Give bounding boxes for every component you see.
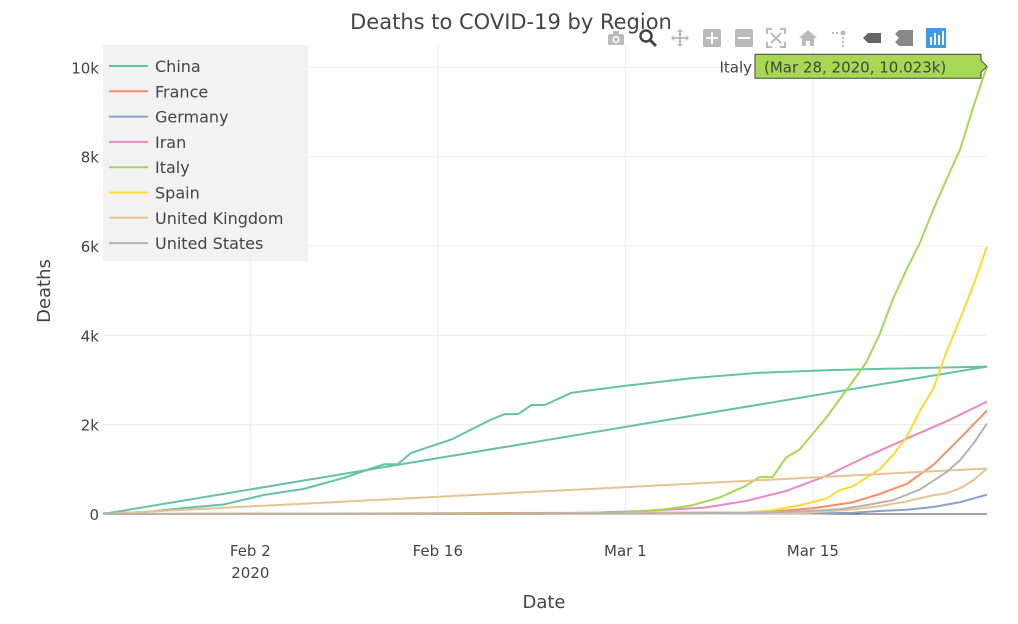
hover-compare-icon[interactable] [892, 26, 916, 50]
legend-item-spain[interactable]: Spain [109, 184, 200, 203]
zoom-out-icon[interactable] [732, 26, 756, 50]
legend-label: United States [155, 234, 263, 253]
y-tick-label: 4k [81, 327, 100, 345]
legend-label: United Kingdom [155, 209, 283, 228]
x-tick-label: Mar 1 [604, 542, 647, 560]
legend-item-united-states[interactable]: United States [109, 234, 263, 253]
series-line-united-kingdom [102, 467, 988, 515]
y-tick-label: 0 [89, 506, 99, 524]
series-line-china [102, 365, 988, 515]
hover-series-label: Italy [719, 58, 752, 76]
y-tick-label: 8k [81, 149, 100, 167]
legend-item-united-kingdom[interactable]: United Kingdom [109, 209, 283, 228]
hover-label-box [754, 53, 988, 79]
series-line-iran [102, 400, 988, 515]
legend[interactable]: China France Germany Iran Italy Spain United K… [103, 45, 308, 261]
hover-tooltip: Italy (Mar 28, 2020, 10.023k) [719, 53, 988, 79]
legend-label: China [155, 57, 201, 76]
y-tick-label: 2k [81, 417, 100, 435]
legend-label: Spain [155, 184, 200, 203]
y-axis-ticks: 0 2k 4k 6k 8k 10k [71, 59, 99, 524]
series-line-spain [102, 246, 988, 515]
x-axis-ticks: Feb 2 2020 Feb 16 Mar 1 Mar 15 [230, 542, 839, 582]
legend-item-china[interactable]: China [109, 57, 201, 76]
x-axis-title: Date [522, 592, 565, 613]
chart-title: Deaths to COVID-19 by Region [350, 10, 672, 34]
legend-item-iran[interactable]: Iran [109, 133, 186, 152]
legend-label: Germany [155, 108, 229, 127]
series-line-china [102, 365, 988, 515]
legend-label: France [155, 82, 208, 101]
autoscale-icon[interactable] [764, 26, 788, 50]
y-axis-title: Deaths [34, 259, 55, 323]
series-line-united-states [102, 422, 988, 515]
y-tick-label: 10k [71, 59, 99, 77]
camera-icon[interactable] [604, 26, 628, 50]
zoom-in-icon[interactable] [700, 26, 724, 50]
modebar [604, 26, 956, 50]
x-tick-year-label: 2020 [231, 564, 269, 582]
legend-background [103, 45, 308, 261]
hover-label-text: (Mar 28, 2020, 10.023k) [764, 58, 946, 76]
hover-closest-icon[interactable] [860, 26, 884, 50]
pan-icon[interactable] [668, 26, 692, 50]
legend-item-germany[interactable]: Germany [109, 108, 229, 127]
legend-item-france[interactable]: France [109, 82, 208, 101]
y-tick-label: 6k [81, 238, 100, 256]
series-line-united-kingdom [102, 467, 988, 515]
series-line-germany [102, 493, 988, 515]
zoom-icon[interactable] [636, 26, 660, 50]
x-tick-label: Feb 16 [413, 542, 463, 560]
plotly-logo-icon[interactable] [924, 26, 948, 50]
spike-lines-icon[interactable] [828, 26, 852, 50]
legend-label: Italy [155, 158, 190, 177]
x-tick-label: Mar 15 [787, 542, 839, 560]
home-icon[interactable] [796, 26, 820, 50]
x-tick-label: Feb 2 [230, 542, 271, 560]
series-lines [102, 65, 988, 515]
legend-item-italy[interactable]: Italy [109, 158, 190, 177]
legend-label: Iran [155, 133, 186, 152]
